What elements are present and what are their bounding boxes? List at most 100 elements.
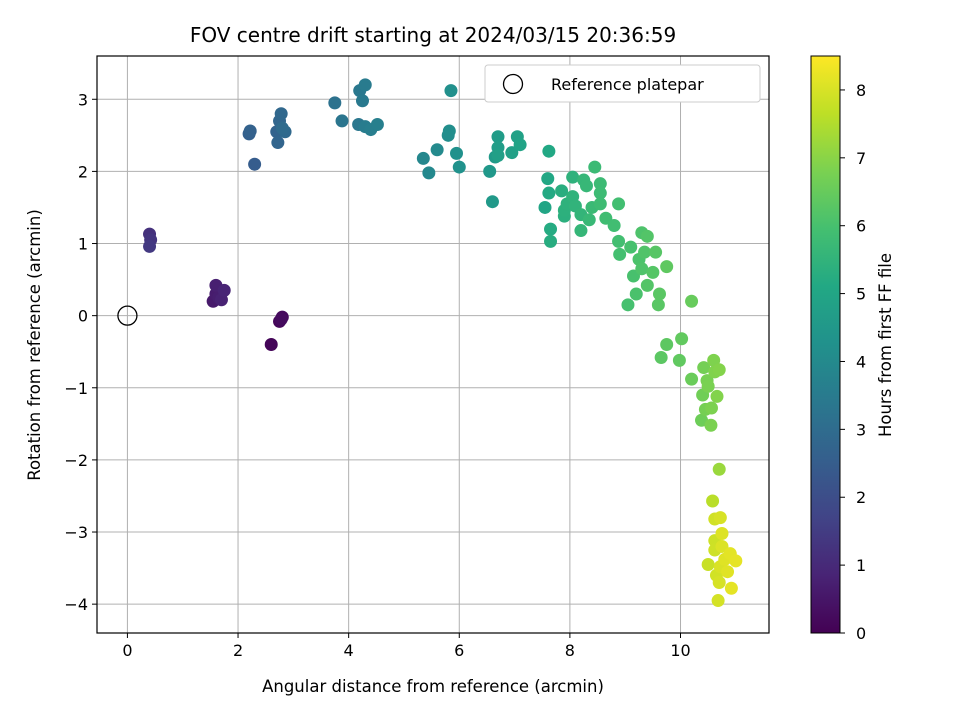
data-point (660, 260, 674, 274)
colorbar-tick-label: 2 (856, 488, 866, 507)
data-point (710, 389, 724, 403)
y-tick-label: 2 (78, 162, 88, 181)
data-point (712, 576, 726, 590)
data-point (264, 338, 278, 351)
data-point (706, 494, 720, 508)
data-point (217, 283, 231, 297)
data-point (271, 136, 285, 150)
data-point (355, 94, 369, 108)
y-axis-title: Rotation from reference (arcmin) (25, 209, 44, 481)
data-point (370, 118, 384, 132)
colorbar-tick-label: 5 (856, 285, 866, 304)
data-point (544, 234, 558, 248)
data-point (712, 363, 726, 377)
legend: Reference platepar (484, 64, 761, 103)
y-tick-label: −4 (64, 595, 88, 614)
data-point (274, 107, 288, 121)
colorbar-tick-label: 0 (856, 624, 866, 643)
data-point (638, 245, 652, 259)
data-point (724, 581, 738, 595)
data-point (555, 184, 569, 198)
data-point (651, 298, 665, 312)
colorbar-gradient (810, 55, 841, 634)
data-point (422, 166, 436, 180)
data-point (593, 197, 607, 211)
colorbar-tick-label: 6 (856, 217, 866, 236)
legend-box (484, 64, 761, 103)
data-point (541, 172, 555, 186)
data-point (660, 338, 674, 351)
data-point (675, 332, 689, 346)
colorbar-tick-label: 8 (856, 81, 866, 100)
legend-label-reference: Reference platepar (551, 75, 704, 94)
reference-marker-layer (117, 305, 138, 326)
data-point (613, 247, 627, 261)
colorbar: 0 1 2 3 4 5 6 7 8 Hours from first FF file (810, 55, 895, 643)
colorbar-tick-label: 1 (856, 556, 866, 575)
data-point (704, 401, 718, 415)
x-tick-label: 2 (233, 641, 243, 660)
data-point (593, 186, 607, 200)
data-point (542, 186, 556, 200)
data-point (328, 96, 342, 110)
y-tick-label: 3 (78, 90, 88, 109)
data-point (646, 265, 660, 279)
colorbar-tick-label: 4 (856, 352, 866, 371)
data-point (588, 160, 602, 174)
data-point (685, 294, 699, 308)
data-point (701, 379, 715, 393)
y-tick-label: −1 (64, 379, 88, 398)
data-point (579, 179, 593, 193)
data-point (652, 287, 666, 301)
data-point (483, 164, 497, 178)
colorbar-title: Hours from first FF file (876, 253, 895, 437)
data-point (444, 84, 458, 98)
data-point (612, 197, 626, 211)
data-point (721, 565, 735, 579)
data-point (640, 229, 654, 243)
data-point (485, 195, 499, 209)
data-point (607, 218, 621, 232)
data-point (711, 594, 725, 608)
data-point (574, 224, 588, 238)
colorbar-ticks: 0 1 2 3 4 5 6 7 8 (840, 81, 866, 643)
data-point (491, 149, 505, 163)
data-point (707, 353, 721, 367)
data-point (566, 170, 580, 184)
data-point (715, 526, 729, 540)
data-point (275, 121, 289, 135)
data-point (685, 372, 699, 386)
data-point (335, 114, 349, 128)
data-point (635, 262, 649, 276)
colorbar-tick-label: 7 (856, 149, 866, 168)
data-point (358, 78, 372, 92)
data-point (416, 151, 430, 165)
x-tick-label: 0 (122, 641, 132, 660)
data-point (143, 239, 157, 253)
data-point (248, 157, 262, 171)
plot-frame (96, 55, 770, 634)
data-point (450, 146, 464, 160)
colorbar-tick-label: 3 (856, 420, 866, 439)
data-point (640, 278, 654, 292)
data-point (701, 557, 715, 571)
data-points (143, 78, 743, 608)
y-tick-label: 1 (78, 235, 88, 254)
y-axis-ticks: 3 2 1 0 −1 −2 −3 −4 (64, 90, 97, 614)
chart-title: FOV centre drift starting at 2024/03/15 … (190, 23, 676, 47)
legend-marker-reference (502, 73, 524, 95)
data-point (612, 234, 626, 248)
data-point (505, 146, 519, 160)
y-tick-label: −3 (64, 523, 88, 542)
data-point (624, 240, 638, 254)
data-point (243, 124, 257, 138)
data-point (582, 213, 596, 227)
data-point (274, 312, 288, 326)
data-point (629, 287, 643, 301)
data-point (672, 353, 686, 367)
reference-point-marker (117, 305, 138, 326)
x-tick-label: 6 (454, 641, 464, 660)
x-axis-ticks: 0 2 4 6 8 10 (122, 633, 691, 660)
y-tick-label: 0 (78, 307, 88, 326)
